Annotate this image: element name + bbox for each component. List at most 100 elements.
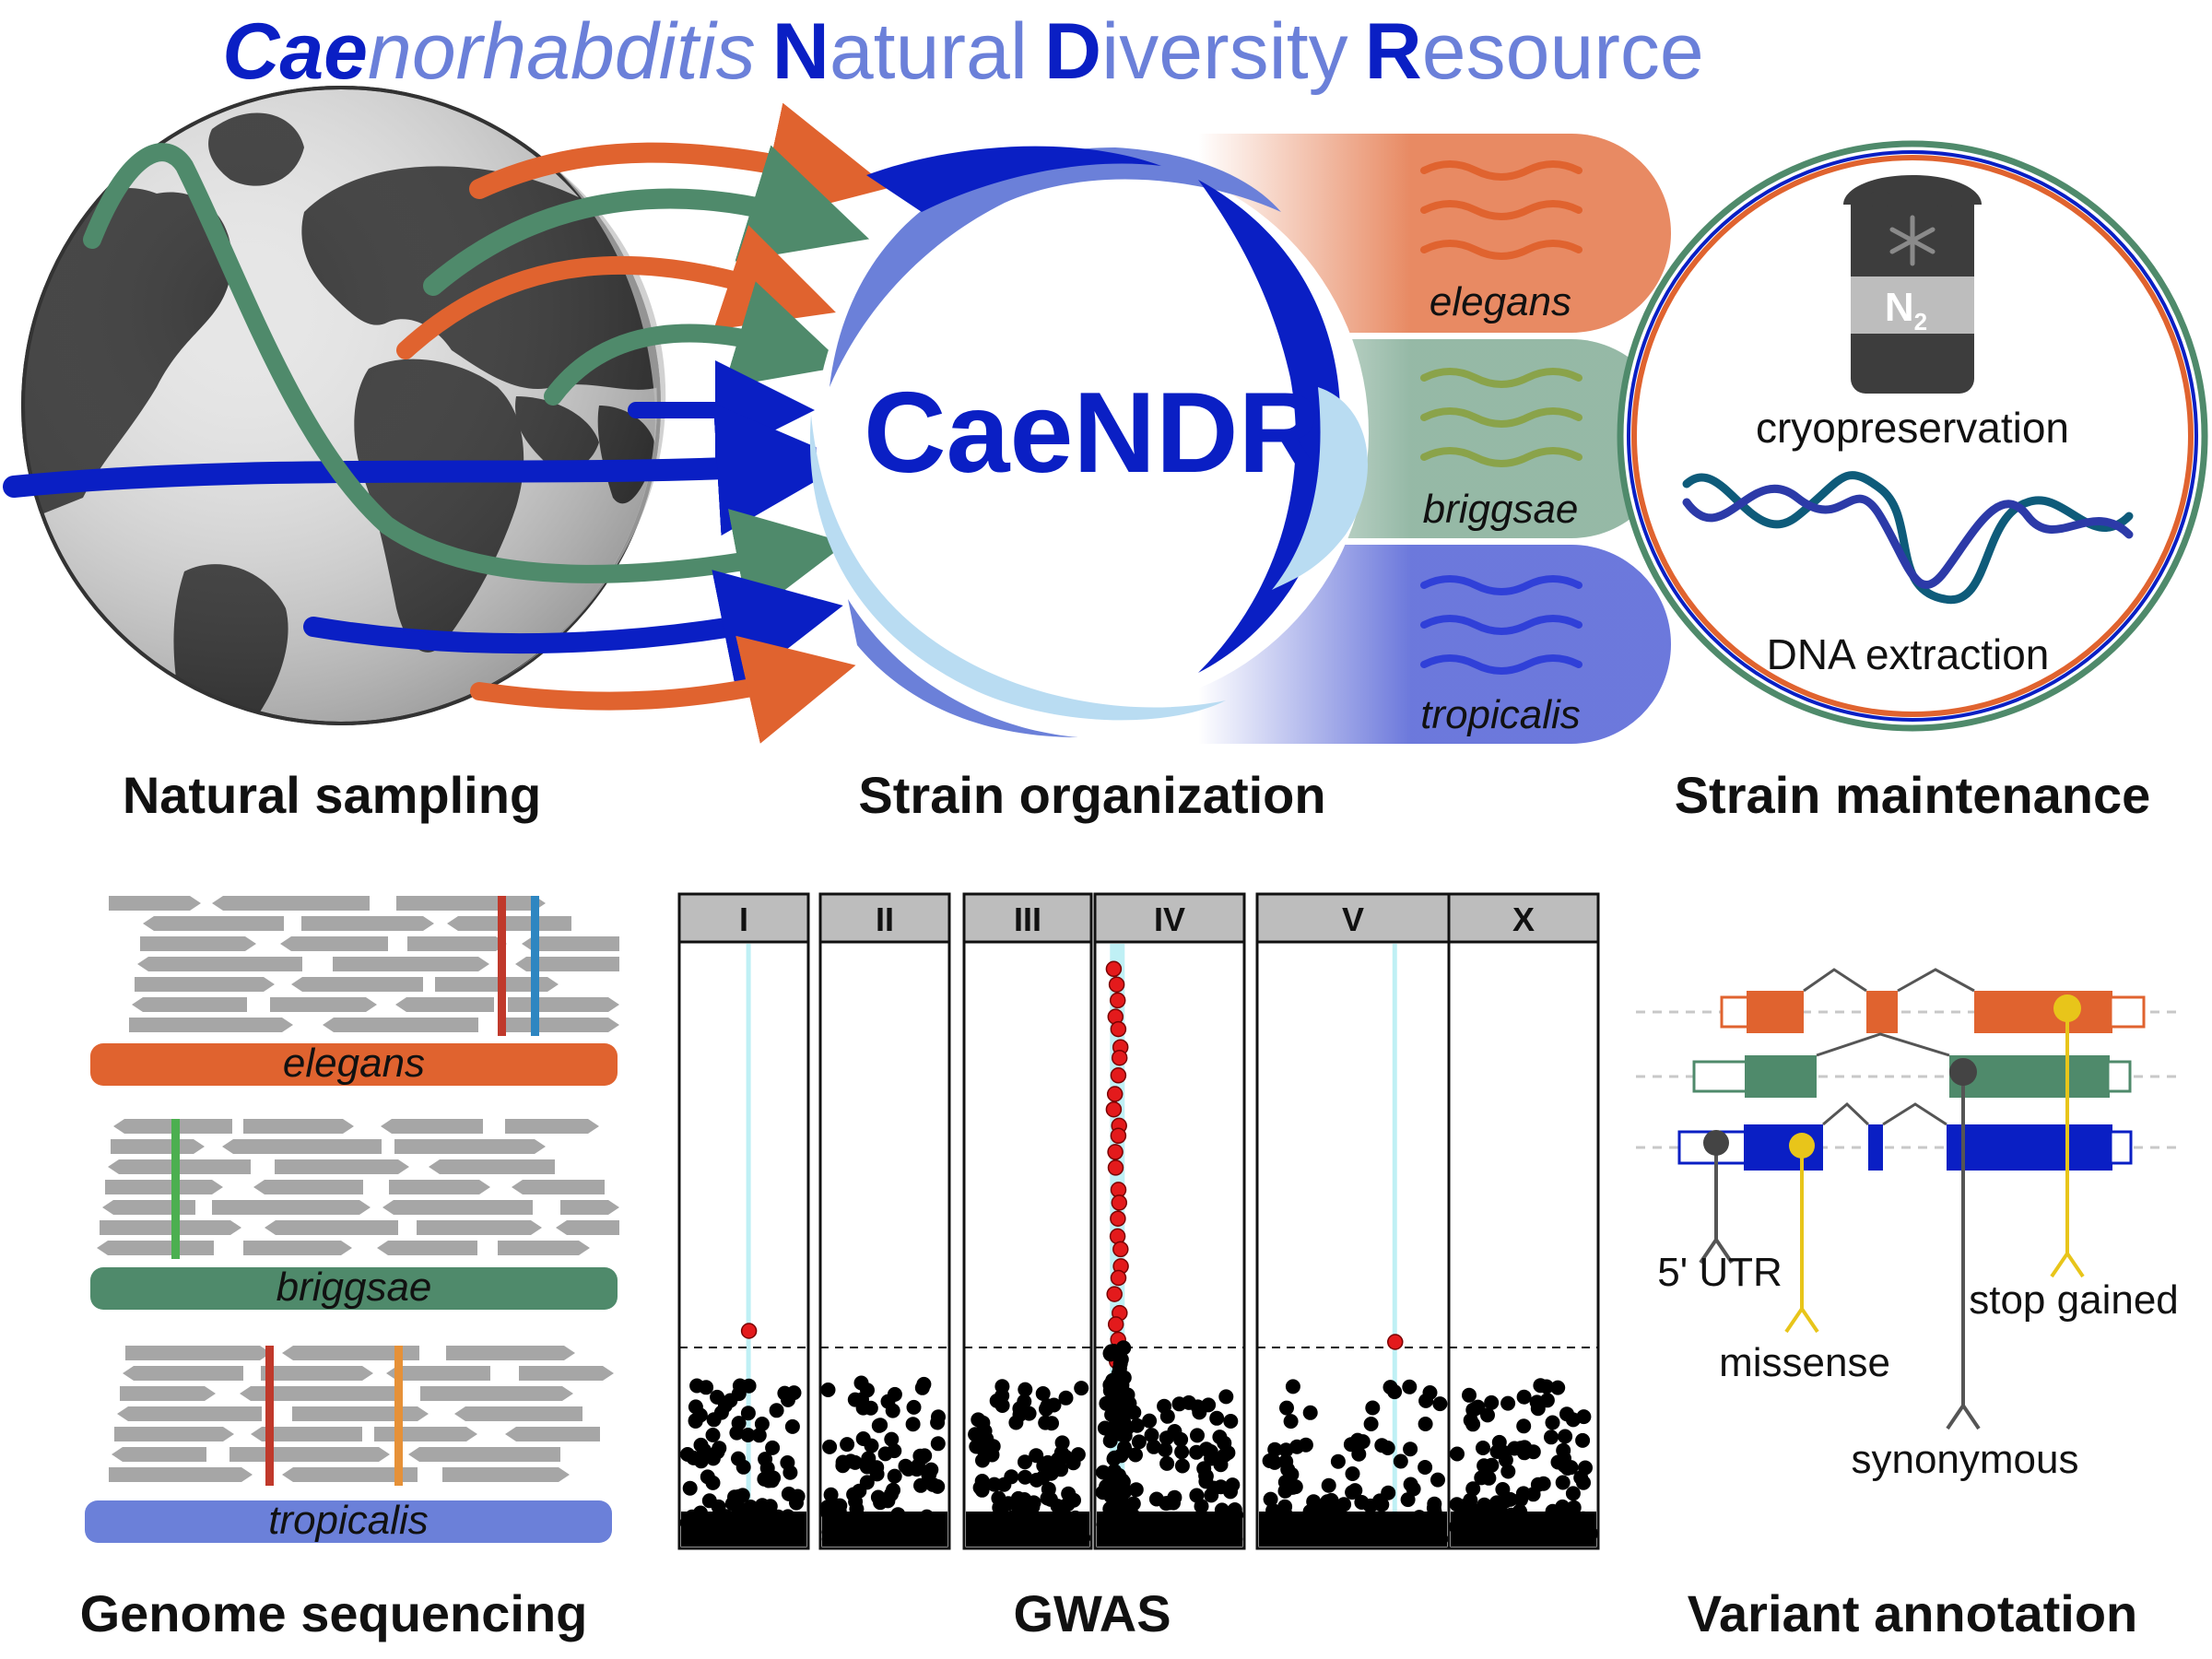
gwas-point — [1029, 1448, 1044, 1464]
gwas-point — [1128, 1482, 1144, 1498]
sequencing-read — [282, 1346, 419, 1360]
gwas-point — [853, 1375, 869, 1391]
variant-label-stop-gained: stop gained — [1969, 1277, 2179, 1323]
gwas-point — [1025, 1500, 1041, 1514]
gwas-point — [1468, 1400, 1484, 1416]
gwas-point — [682, 1480, 698, 1496]
gwas-point — [1575, 1432, 1591, 1448]
gwas-panel-IV: IV — [1093, 892, 1246, 1550]
gwas-point — [1418, 1460, 1433, 1475]
sequencing-read — [129, 1018, 293, 1032]
sequencing-read — [301, 916, 434, 931]
gwas-panel-label: III — [1014, 900, 1041, 938]
gwas-point — [1403, 1441, 1418, 1457]
resource-title: Caenorhabditis Natural Diversity Resource — [222, 7, 1704, 96]
gwas-point — [740, 1406, 756, 1421]
gwas-point — [762, 1499, 778, 1514]
section-label-strain-organization: Strain organization — [858, 766, 1325, 824]
species-label-elegans: elegans — [1430, 279, 1571, 324]
gwas-point — [1131, 1434, 1147, 1450]
worm-tropicalis-1 — [1420, 575, 1583, 595]
sequencing-read — [515, 957, 619, 971]
gwas-point — [1283, 1414, 1299, 1430]
sequencing-read — [446, 1346, 575, 1360]
worm-briggsae-3 — [1420, 447, 1583, 467]
gwas-point — [975, 1441, 991, 1456]
sequencing-read — [243, 1241, 352, 1255]
transcript-blue — [1677, 1101, 2133, 1171]
sequencing-read — [389, 1180, 490, 1194]
pin-5utr — [1699, 1130, 1734, 1265]
gwas-point — [693, 1453, 709, 1469]
sequencing-read — [382, 1200, 533, 1215]
gwas-point — [731, 1488, 747, 1504]
gwas-significant-point — [1108, 976, 1125, 993]
gwas-significant-point — [1105, 1100, 1123, 1118]
gwas-point — [1010, 1490, 1026, 1506]
gwas-point — [1500, 1395, 1516, 1411]
sequencing-read — [417, 1220, 542, 1235]
gwas-significant-point — [1110, 1210, 1126, 1227]
gwas-point — [1449, 1497, 1465, 1512]
gwas-point — [1278, 1453, 1294, 1469]
sequencing-read — [261, 1366, 373, 1381]
gwas-point — [1418, 1393, 1434, 1408]
sequencing-read — [114, 1427, 234, 1441]
sequencing-read — [125, 1346, 271, 1360]
sequencing-read — [429, 1159, 555, 1174]
sequencing-read — [498, 1241, 590, 1255]
gwas-point — [1190, 1428, 1205, 1443]
gwas-point — [873, 1418, 888, 1433]
gwas-point — [765, 1440, 781, 1455]
gwas-point — [1330, 1453, 1346, 1469]
gwas-point — [1557, 1451, 1571, 1466]
sequencing-read — [109, 1467, 253, 1482]
gwas-point — [1159, 1408, 1175, 1424]
arrow-green-1 — [423, 145, 870, 296]
sequencing-read — [395, 997, 494, 1012]
gwas-point — [1213, 1457, 1229, 1473]
sequencing-read — [280, 936, 388, 951]
sequencing-read — [408, 1447, 560, 1462]
sequencing-read — [112, 1447, 206, 1462]
gwas-point — [1477, 1497, 1492, 1512]
gwas-point — [1393, 1453, 1408, 1469]
gwas-point — [1402, 1379, 1418, 1394]
gwas-point — [754, 1417, 770, 1431]
gwas-point — [1029, 1472, 1044, 1488]
gwas-point — [1372, 1493, 1388, 1509]
gwas-point — [1530, 1477, 1546, 1492]
sequencing-read — [512, 1180, 605, 1194]
sequencing-read — [505, 1427, 600, 1441]
sequencing-read — [503, 1018, 619, 1032]
worm-elegans-3 — [1420, 240, 1583, 260]
gwas-point — [1484, 1457, 1500, 1473]
gwas-point — [847, 1454, 863, 1470]
gwas-point — [1285, 1479, 1300, 1495]
gwas-point — [1465, 1481, 1481, 1497]
gwas-point — [1223, 1414, 1239, 1429]
sequencing-read — [282, 1467, 418, 1482]
gwas-point — [1345, 1466, 1360, 1481]
gwas-point — [1125, 1496, 1141, 1512]
gwas-point — [1158, 1442, 1173, 1457]
gwas-significant-point — [1109, 992, 1126, 1009]
sequencing-read — [137, 957, 302, 971]
sequencing-read — [243, 1119, 354, 1134]
gwas-point — [1480, 1407, 1495, 1423]
gwas-point — [713, 1405, 729, 1420]
sequencing-read — [407, 936, 507, 951]
gwas-point — [701, 1493, 717, 1509]
title-r: R — [1365, 7, 1422, 96]
gwas-point — [930, 1436, 946, 1452]
gwas-point — [1035, 1386, 1051, 1401]
sequencing-read — [519, 1366, 614, 1381]
sequencing-read — [377, 1241, 477, 1255]
gwas-panel-label: I — [739, 900, 748, 938]
gwas-point — [1173, 1431, 1189, 1447]
section-label-variant-annotation: Variant annotation — [1688, 1584, 2138, 1642]
gwas-point — [1498, 1453, 1513, 1468]
gwas-significant-point — [1107, 1316, 1124, 1333]
gwas-point — [886, 1482, 900, 1498]
sequencing-read — [143, 916, 284, 931]
